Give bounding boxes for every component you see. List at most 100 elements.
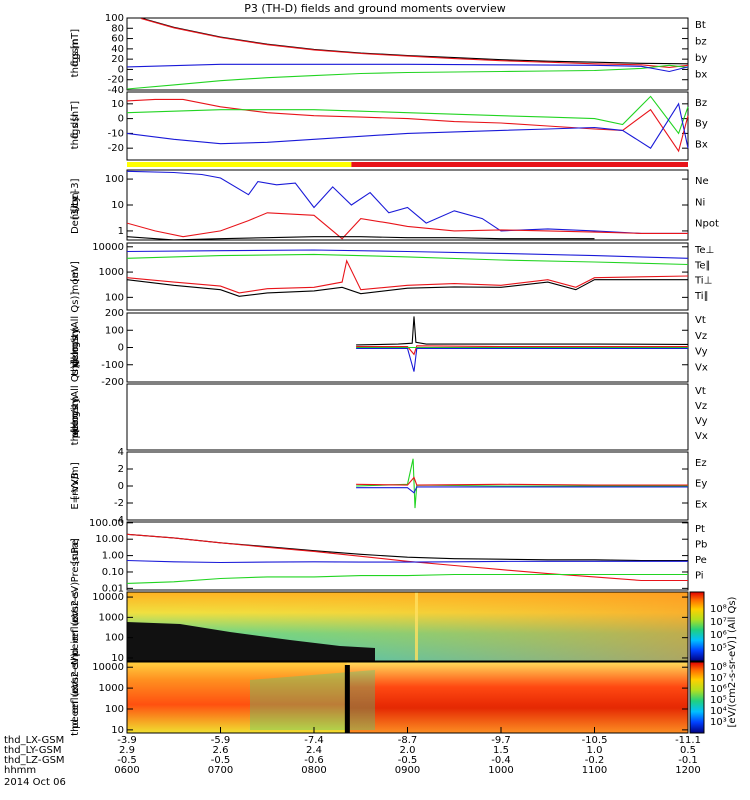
y-tick-label: 4 [118,447,124,458]
y-axis-label-line: gsm [70,38,81,59]
colorbar-tick: 10⁷ [710,673,727,684]
series-Ex [356,486,688,494]
colorbar-tick: 10⁸ [710,662,727,673]
ion-low-count-region [127,622,375,661]
y-axis-label-line: sr-eV) [70,653,81,682]
y-tick-label: 1.00 [102,551,124,562]
legend-Ex: Ex [695,499,707,510]
y-axis-label-line: thd [70,719,81,736]
y-tick-label: 1 [118,226,124,237]
x-date: 2014 Oct 06 [4,777,66,788]
x-row-label: thd_LY-GSM [4,745,61,756]
y-axis-label-line: Density [70,196,81,234]
y-tick-label: -4 [114,515,124,526]
legend-Ey: Ey [695,479,707,490]
y-axis-label-line: peir [70,636,81,656]
y-tick-label: 100 [105,13,124,24]
y-tick-label: -20 [108,75,124,86]
y-tick-label: 10 [111,99,124,110]
series-bx [126,63,689,73]
y-tick-label: 0 [118,64,124,75]
y-tick-label: 1000 [99,683,124,694]
x-ly-label: 2.0 [400,745,416,756]
x-lx-label: -10.5 [582,735,608,746]
legend-Ti∥: Ti∥ [694,291,709,302]
panel-frame [126,383,689,451]
x-hhmm-label: 1100 [582,765,607,776]
y-axis-label-line: Pressure [70,540,81,583]
y-axis-label: mom[eV] [70,261,81,294]
legend-Vy: Vy [695,416,708,427]
mode-bar-slow [127,162,352,167]
colorbar-tick: 10⁶ [710,630,727,641]
y-tick-label: 10.00 [95,534,124,545]
x-ly-label: 2.6 [213,745,229,756]
x-row-label: thd_LX-GSM [4,735,64,746]
x-row-label: thd_LZ-GSM [4,755,65,766]
x-hhmm-label: 1200 [675,765,700,776]
series-Npot [126,170,688,234]
y-tick-label: 80 [111,23,124,34]
legend-Bt: Bt [695,20,706,31]
panel-9: 10000 1000 100 10 thdpeirenefluxeV(cm2-s-sr-… [70,582,689,665]
y-tick-label: -20 [108,143,124,154]
x-lz-label: -0.2 [585,755,605,766]
series-Ez [356,476,688,486]
x-lz-label: -0.4 [491,755,511,766]
electron-green-band [250,670,375,730]
series-Pe [126,573,688,584]
legend-Vy: Vy [695,347,708,358]
x-lx-label: -7.4 [304,735,324,746]
ion-spike-stripe [414,592,418,661]
x-lx-label: -5.9 [211,735,231,746]
y-axis-label-line: [eV] [70,261,81,282]
y-axis-label-line: peer [70,705,81,729]
series-Bz [126,98,689,153]
legend-Te⊥: Te⊥ [694,245,714,256]
y-tick-label: 10 [111,725,124,736]
y-tick-label: -100 [101,360,124,371]
x-lz-label: -0.5 [398,755,418,766]
series-Vz [356,345,688,356]
series-Pb [126,533,688,582]
colorbar-tick: 10⁵ [710,643,727,654]
y-axis-label-line: velocity [70,397,81,436]
y-axis-label-line: thd [70,133,81,150]
legend-Vz: Vz [695,401,707,412]
y-axis-label-line: (cm2-s- [70,658,81,696]
series-Bx [126,102,689,149]
y-axis-label-line: fgs [70,51,81,66]
y-axis-label: Density[1/cc][cm-3] [70,178,81,234]
legend-Ne: Ne [695,176,709,187]
x-lz-label: -0.6 [304,755,324,766]
series-Pt [126,533,688,562]
x-lz-label: -0.5 [211,755,231,766]
y-axis-label-line: [1/cc] [70,191,81,220]
x-ly-label: 2.9 [119,745,135,756]
y-axis-label-line: eflux [70,685,81,710]
legend-Te∥: Te∥ [694,260,711,271]
legend-Pt: Pt [695,524,705,535]
x-ly-label: 1.5 [493,745,509,756]
series-By [126,95,689,135]
y-axis-label-line: E=-VxB [70,472,81,509]
series-bz [140,17,689,68]
y-axis-label-line: thd [70,61,81,78]
legend-Ni: Ni [695,197,705,208]
y-axis-label-line: eV [70,681,81,694]
x-lx-label: -8.7 [398,735,418,746]
y-tick-label: 0 [118,481,124,492]
y-axis-label-line: fgs [70,123,81,138]
panel-frame [126,242,689,311]
y-axis-label-line: gsm [70,327,81,348]
colorbar-ion [689,591,705,662]
legend-Vx: Vx [695,362,708,373]
y-tick-label: 2 [118,464,124,475]
y-axis-label-line: thd [70,429,81,446]
x-hhmm-label: 0800 [301,765,326,776]
